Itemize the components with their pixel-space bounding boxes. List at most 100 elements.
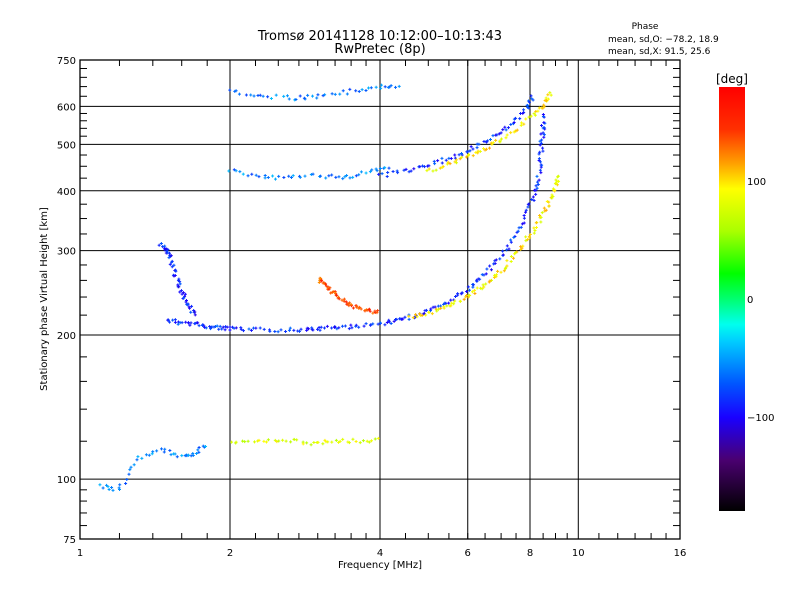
data-point bbox=[519, 123, 523, 127]
data-point bbox=[497, 132, 501, 136]
data-point bbox=[427, 164, 431, 168]
data-point bbox=[539, 220, 543, 224]
data-point bbox=[529, 114, 533, 118]
data-point bbox=[470, 290, 474, 294]
data-point bbox=[319, 325, 323, 329]
data-point bbox=[266, 95, 270, 99]
data-point bbox=[542, 206, 546, 210]
data-point bbox=[478, 149, 482, 153]
data-point bbox=[378, 167, 382, 171]
data-point bbox=[184, 320, 188, 324]
data-point bbox=[316, 327, 320, 331]
data-point bbox=[544, 208, 548, 212]
data-point bbox=[431, 169, 435, 173]
data-point bbox=[241, 172, 245, 176]
axis-ticks bbox=[80, 60, 680, 539]
data-point bbox=[554, 178, 558, 182]
data-point bbox=[262, 327, 266, 331]
data-point bbox=[465, 155, 469, 159]
data-point bbox=[386, 171, 390, 175]
series bbox=[407, 174, 561, 320]
data-point bbox=[505, 133, 509, 137]
data-point bbox=[196, 321, 200, 325]
data-point bbox=[303, 174, 307, 178]
data-point bbox=[387, 320, 391, 324]
data-point bbox=[124, 481, 128, 485]
data-point bbox=[425, 169, 429, 173]
data-point bbox=[234, 169, 238, 173]
data-point bbox=[504, 136, 508, 140]
data-point bbox=[527, 106, 531, 110]
data-point bbox=[466, 285, 470, 289]
data-point bbox=[471, 154, 475, 158]
data-point bbox=[355, 304, 359, 308]
data-point bbox=[541, 112, 545, 116]
data-point bbox=[394, 85, 398, 89]
data-point bbox=[333, 92, 337, 96]
data-point bbox=[484, 272, 488, 276]
data-point bbox=[421, 164, 425, 168]
data-point bbox=[411, 316, 415, 320]
data-point bbox=[541, 149, 545, 153]
data-point bbox=[234, 440, 238, 444]
x-tick-label: 1 bbox=[77, 548, 83, 559]
data-point bbox=[385, 174, 389, 178]
data-point bbox=[501, 128, 505, 132]
data-point bbox=[432, 159, 436, 163]
data-point bbox=[509, 240, 513, 244]
data-point bbox=[475, 278, 479, 282]
data-point bbox=[525, 103, 529, 107]
data-point bbox=[540, 124, 544, 128]
data-point bbox=[284, 439, 288, 443]
data-point bbox=[368, 170, 372, 174]
data-point bbox=[364, 171, 368, 175]
data-point bbox=[475, 146, 479, 150]
data-point bbox=[362, 324, 366, 328]
stats-line-x: mean, sd,X: 91.5, 25.6 bbox=[608, 47, 711, 57]
data-point bbox=[282, 94, 286, 98]
data-point bbox=[456, 292, 460, 296]
data-point bbox=[440, 165, 444, 169]
data-point bbox=[506, 126, 510, 130]
data-point bbox=[227, 169, 231, 173]
data-point bbox=[482, 273, 486, 277]
data-point bbox=[224, 325, 228, 329]
data-point bbox=[266, 176, 270, 180]
y-tick-label: 200 bbox=[57, 331, 76, 342]
data-point bbox=[524, 208, 528, 212]
data-point bbox=[527, 235, 531, 239]
data-point bbox=[379, 321, 383, 325]
data-point bbox=[110, 486, 114, 489]
data-point bbox=[204, 444, 208, 448]
data-point bbox=[368, 309, 372, 313]
data-point bbox=[287, 97, 291, 101]
data-point bbox=[434, 168, 438, 172]
data-point bbox=[359, 170, 363, 174]
data-point bbox=[173, 320, 177, 324]
data-point bbox=[193, 313, 197, 317]
data-point bbox=[266, 438, 270, 442]
data-point bbox=[377, 172, 381, 176]
data-point bbox=[165, 249, 169, 253]
data-point bbox=[330, 92, 334, 96]
data-point bbox=[132, 463, 136, 467]
data-point bbox=[547, 204, 551, 208]
data-point bbox=[258, 93, 262, 97]
data-point bbox=[533, 228, 537, 232]
data-point bbox=[289, 440, 293, 444]
data-point bbox=[543, 98, 547, 102]
data-point bbox=[484, 282, 488, 286]
data-point bbox=[276, 330, 280, 334]
data-point bbox=[246, 439, 250, 443]
data-point bbox=[197, 324, 201, 328]
data-point bbox=[307, 327, 311, 331]
data-point bbox=[337, 175, 341, 179]
data-point bbox=[364, 322, 368, 326]
x-axis-label: Frequency [MHz] bbox=[338, 560, 422, 571]
data-point bbox=[228, 328, 232, 332]
data-point bbox=[242, 329, 246, 333]
data-point bbox=[435, 309, 439, 313]
data-point bbox=[274, 93, 278, 97]
data-point bbox=[504, 266, 508, 270]
